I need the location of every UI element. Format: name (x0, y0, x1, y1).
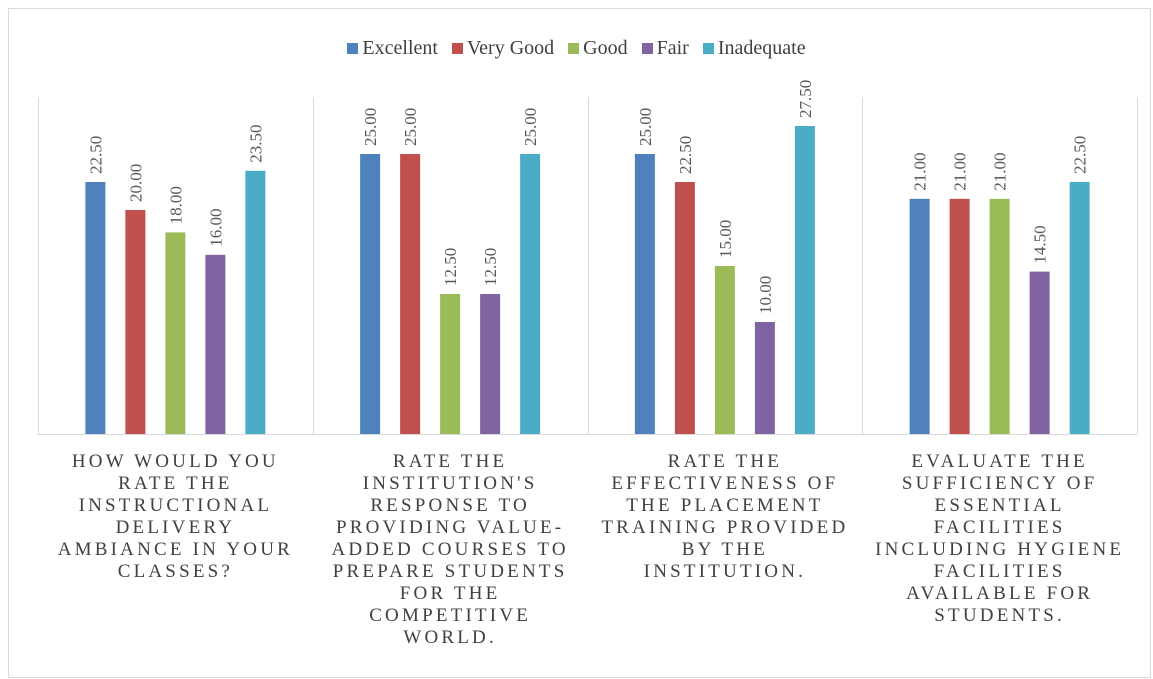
bar-inadequate (794, 126, 815, 434)
category-label-line: THE PLACEMENT (626, 495, 824, 516)
bar-very-good (125, 210, 146, 434)
legend-swatch-very-good (451, 42, 463, 54)
category-label-line: ADDED COURSES TO (331, 539, 569, 560)
category-label-line: CLASSES? (117, 561, 234, 582)
data-label: 27.50 (796, 80, 815, 118)
category-label-line: TRAINING PROVIDED (601, 517, 849, 538)
category-label-line: STUDENTS. (934, 605, 1065, 626)
data-label: 25.00 (521, 108, 540, 146)
data-label: 15.00 (716, 220, 735, 258)
category-label-line: FACILITIES (933, 517, 1066, 538)
legend-swatch-inadequate (702, 42, 714, 54)
bar-good (989, 198, 1010, 434)
bar-inadequate (520, 154, 541, 434)
category-label-line: RESPONSE TO (370, 495, 530, 516)
data-label: 10.00 (756, 276, 775, 314)
bar-very-good (674, 182, 695, 434)
data-label: 25.00 (636, 108, 655, 146)
legend-label-good: Good (583, 36, 628, 59)
data-label: 23.50 (246, 125, 265, 163)
legend-item-excellent: Excellent (347, 37, 438, 60)
legend-item-very-good: Very Good (451, 36, 555, 60)
data-label: 21.00 (911, 153, 930, 191)
category-label-line: FOR THE (399, 583, 501, 604)
data-label: 21.00 (991, 153, 1010, 191)
category-label: EVALUATE THE SUFFICIENCY OF ESSENTIAL FACIL… (856, 451, 1143, 627)
legend-label-inadequate: Inadequate (717, 36, 806, 59)
bar-fair (205, 254, 226, 434)
legend-item-inadequate: Inadequate (702, 36, 806, 60)
category-label-line: COMPETITIVE (369, 605, 532, 626)
category-label: RATE THE EFFECTIVENESS OF THE PLACEMENT TRA… (582, 451, 869, 583)
legend-item-good: Good (568, 36, 628, 60)
category-label-line: RATE THE (667, 451, 783, 472)
category-label-line: EVALUATE THE (911, 451, 1088, 472)
category-label-line: RATE THE (118, 473, 233, 494)
category-label-line: SUFFICIENCY OF (901, 473, 1098, 494)
data-label: 22.50 (676, 136, 695, 174)
category-label-line: ESSENTIAL (934, 495, 1065, 516)
legend-label-excellent: Excellent (362, 36, 438, 59)
legend-label-very-good: Very Good (466, 36, 555, 59)
category-label-line: EFFECTIVENESS OF (611, 473, 839, 494)
data-label: 22.50 (86, 136, 105, 174)
bar-good (714, 266, 735, 434)
legend-label-fair: Fair (656, 36, 689, 59)
data-label: 12.50 (441, 248, 460, 286)
category-label: RATE THE INSTITUTION'S RESPONSE TO PROVIDIN… (307, 451, 594, 649)
legend-swatch-fair (641, 42, 653, 54)
bar-excellent (634, 154, 655, 434)
bar-fair (754, 322, 775, 434)
bar-excellent (909, 198, 930, 434)
data-label: 25.00 (361, 108, 380, 146)
category-label-line: PROVIDING VALUE- (335, 517, 565, 538)
legend: Excellent Very Good Good Fair Inadequate (0, 36, 1153, 60)
data-label: 20.00 (126, 164, 145, 202)
category-label-line: INSTITUTION. (643, 561, 807, 582)
category-label-line: INSTITUTION'S (362, 473, 538, 494)
legend-swatch-good (568, 42, 580, 54)
data-label: 18.00 (166, 186, 185, 224)
bar-very-good (949, 198, 970, 434)
category-label-line: HOW WOULD YOU (71, 451, 279, 472)
bar-excellent (360, 154, 381, 434)
data-label: 12.50 (481, 248, 500, 286)
category-label-line: FACILITIES (933, 561, 1066, 582)
data-label: 25.00 (401, 108, 420, 146)
bar-fair (480, 294, 501, 434)
category-label: HOW WOULD YOU RATE THE INSTRUCTIONAL DELIVE… (32, 451, 319, 583)
bar-inadequate (1069, 182, 1090, 434)
category-label-line: DELIVERY (115, 517, 236, 538)
data-label: 21.00 (951, 153, 970, 191)
data-label: 16.00 (206, 209, 225, 247)
bar-fair (1029, 271, 1050, 434)
category-label-line: PREPARE STUDENTS (332, 561, 568, 582)
category-label-line: RATE THE (392, 451, 508, 472)
bar-good (440, 294, 461, 434)
category-label-line: INSTRUCTIONAL (78, 495, 273, 516)
bar-good (165, 232, 186, 434)
bar-inadequate (245, 170, 266, 435)
data-label: 14.50 (1031, 225, 1050, 263)
bar-very-good (400, 154, 421, 434)
legend-swatch-excellent (347, 42, 359, 54)
data-label: 22.50 (1071, 136, 1090, 174)
bar-excellent (85, 182, 106, 434)
category-label-line: WORLD. (403, 627, 497, 648)
legend-item-fair: Fair (641, 36, 689, 60)
category-label-line: BY THE (681, 539, 768, 560)
category-label-line: AMBIANCE IN YOUR (57, 539, 293, 560)
category-label-line: AVAILABLE FOR (906, 583, 1094, 604)
category-label-line: INCLUDING HYGIENE (875, 539, 1125, 560)
